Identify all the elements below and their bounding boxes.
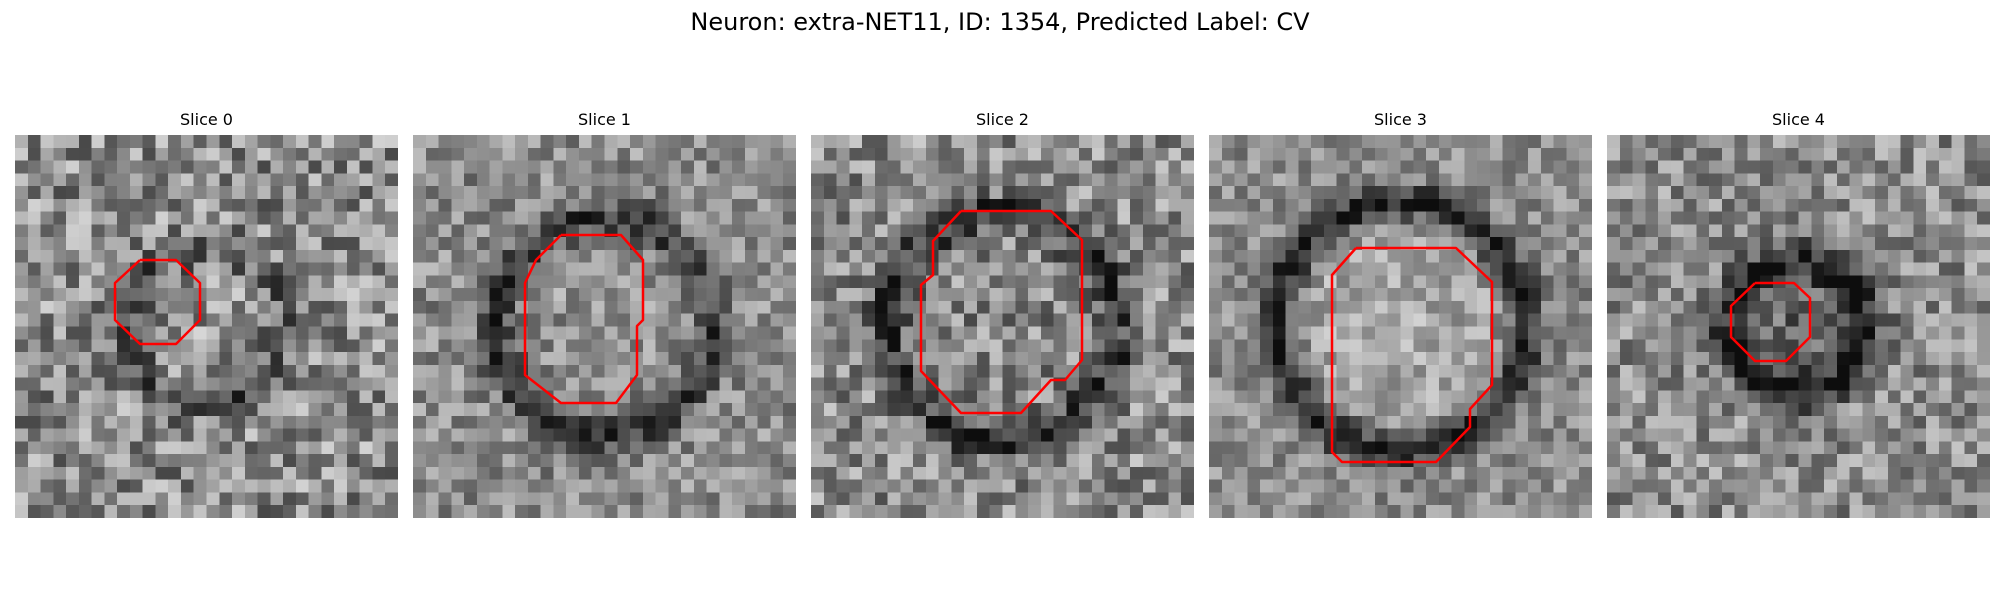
slice-title: Slice 1: [578, 110, 631, 129]
slice-image: [1209, 135, 1592, 518]
figure-title: Neuron: extra-NET11, ID: 1354, Predicted…: [690, 8, 1310, 36]
slice-image: [811, 135, 1194, 518]
slice-title: Slice 4: [1772, 110, 1825, 129]
roi-contour: [1729, 281, 1812, 363]
slice-image: [1607, 135, 1990, 518]
slice-title: Slice 3: [1374, 110, 1427, 129]
slice-image: [413, 135, 796, 518]
slice-title: Slice 2: [976, 110, 1029, 129]
roi-contour: [1330, 246, 1494, 464]
roi-contour: [523, 233, 645, 405]
roi-contour: [919, 209, 1084, 415]
slice-image: [15, 135, 398, 518]
slice-title: Slice 0: [180, 110, 233, 129]
roi-contour: [113, 258, 202, 346]
